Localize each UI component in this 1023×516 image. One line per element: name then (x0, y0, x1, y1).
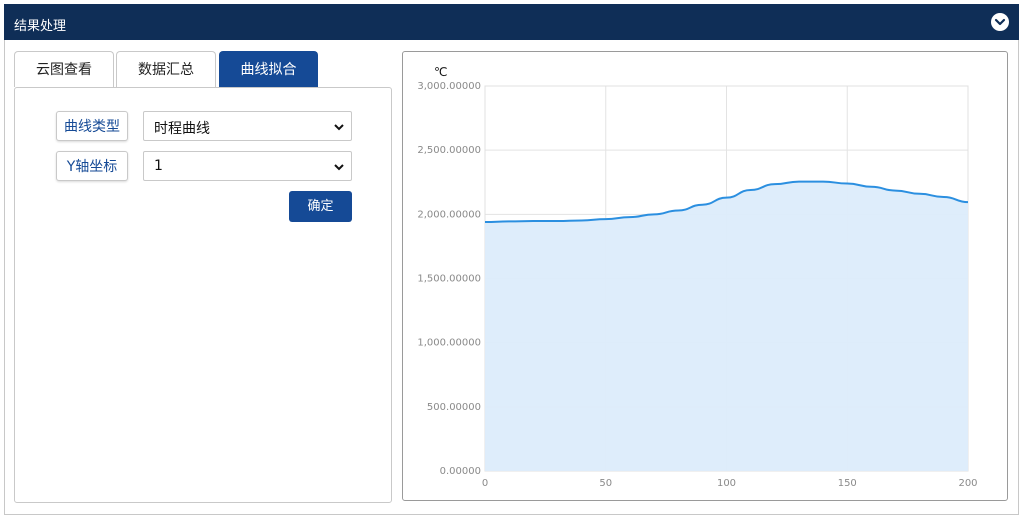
y-tick-label: 2,500.00000 (417, 145, 481, 156)
x-tick-label: 150 (838, 478, 857, 489)
x-tick-label: 200 (958, 478, 977, 489)
area-fill (485, 181, 968, 471)
tab-curve-fitting[interactable]: 曲线拟合 (219, 51, 318, 87)
y-axis-label: Y轴坐标 (56, 151, 128, 181)
series-line (484, 180, 969, 224)
curve-type-label: 曲线类型 (56, 111, 128, 141)
temperature-chart: 0.00000 500.00000 1,000.00000 1,500.00000 2,… (417, 65, 977, 489)
chevron-down-icon[interactable] (991, 13, 1009, 31)
y-tick-label: 3,000.00000 (417, 81, 481, 92)
y-tick-label: 0.00000 (440, 466, 481, 477)
chevron-down-icon (334, 164, 344, 171)
y-tick-label: 500.00000 (427, 402, 481, 413)
x-tick-label: 0 (482, 478, 488, 489)
y-unit-label: ℃ (434, 65, 447, 79)
curve-type-value: 时程曲线 (154, 121, 210, 137)
y-axis-select[interactable]: 1 (143, 151, 352, 181)
chart-panel: 0.00000 500.00000 1,000.00000 1,500.00000 2,… (402, 51, 1008, 501)
tab-cloud-view[interactable]: 云图查看 (14, 51, 114, 87)
chevron-down-icon (334, 124, 344, 131)
y-tick-label: 2,000.00000 (417, 209, 481, 220)
settings-panel (14, 87, 392, 503)
title-bar: 结果处理 (4, 4, 1019, 40)
y-axis-value: 1 (154, 158, 163, 174)
confirm-button[interactable]: 确定 (289, 191, 352, 222)
tab-data-summary[interactable]: 数据汇总 (116, 51, 216, 87)
x-tick-label: 50 (599, 478, 612, 489)
y-tick-label: 1,500.00000 (417, 274, 481, 285)
curve-type-select[interactable]: 时程曲线 (143, 111, 352, 141)
x-tick-label: 100 (717, 478, 736, 489)
y-tick-label: 1,000.00000 (417, 338, 481, 349)
panel-title: 结果处理 (14, 19, 67, 34)
